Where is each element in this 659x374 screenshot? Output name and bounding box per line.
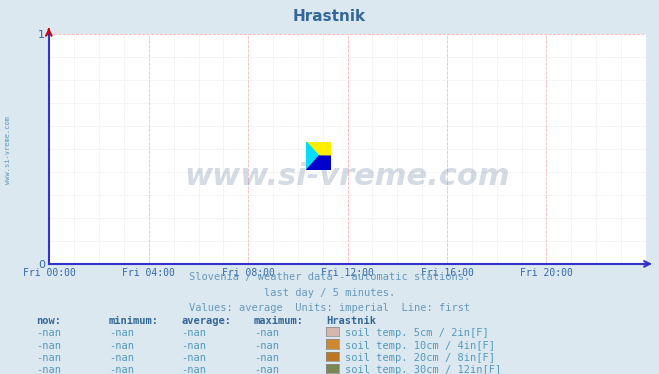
Polygon shape xyxy=(319,156,331,170)
Polygon shape xyxy=(306,142,319,170)
Text: Hrastnik: Hrastnik xyxy=(326,316,376,326)
Text: average:: average: xyxy=(181,316,231,326)
Text: soil temp. 5cm / 2in[F]: soil temp. 5cm / 2in[F] xyxy=(345,328,488,338)
Text: -nan: -nan xyxy=(36,341,61,351)
Text: soil temp. 10cm / 4in[F]: soil temp. 10cm / 4in[F] xyxy=(345,341,495,351)
Text: -nan: -nan xyxy=(181,353,206,363)
Text: -nan: -nan xyxy=(36,328,61,338)
Text: soil temp. 20cm / 8in[F]: soil temp. 20cm / 8in[F] xyxy=(345,353,495,363)
Polygon shape xyxy=(306,142,331,156)
Text: now:: now: xyxy=(36,316,61,326)
Text: Hrastnik: Hrastnik xyxy=(293,9,366,24)
Text: -nan: -nan xyxy=(254,353,279,363)
Text: -nan: -nan xyxy=(181,341,206,351)
Text: Values: average  Units: imperial  Line: first: Values: average Units: imperial Line: fi… xyxy=(189,303,470,313)
Text: -nan: -nan xyxy=(36,353,61,363)
Text: -nan: -nan xyxy=(254,365,279,374)
Text: maximum:: maximum: xyxy=(254,316,304,326)
Polygon shape xyxy=(306,156,331,170)
Text: soil temp. 30cm / 12in[F]: soil temp. 30cm / 12in[F] xyxy=(345,365,501,374)
Text: -nan: -nan xyxy=(254,341,279,351)
Text: -nan: -nan xyxy=(36,365,61,374)
Text: www.si-vreme.com: www.si-vreme.com xyxy=(185,162,511,191)
Text: -nan: -nan xyxy=(109,328,134,338)
Text: -nan: -nan xyxy=(109,353,134,363)
Text: -nan: -nan xyxy=(109,365,134,374)
Text: -nan: -nan xyxy=(181,328,206,338)
Text: minimum:: minimum: xyxy=(109,316,159,326)
Text: www.si-vreme.com: www.si-vreme.com xyxy=(5,116,11,184)
Text: -nan: -nan xyxy=(109,341,134,351)
Text: Slovenia / weather data - automatic stations.: Slovenia / weather data - automatic stat… xyxy=(189,272,470,282)
Text: last day / 5 minutes.: last day / 5 minutes. xyxy=(264,288,395,298)
Text: -nan: -nan xyxy=(181,365,206,374)
Text: -nan: -nan xyxy=(254,328,279,338)
